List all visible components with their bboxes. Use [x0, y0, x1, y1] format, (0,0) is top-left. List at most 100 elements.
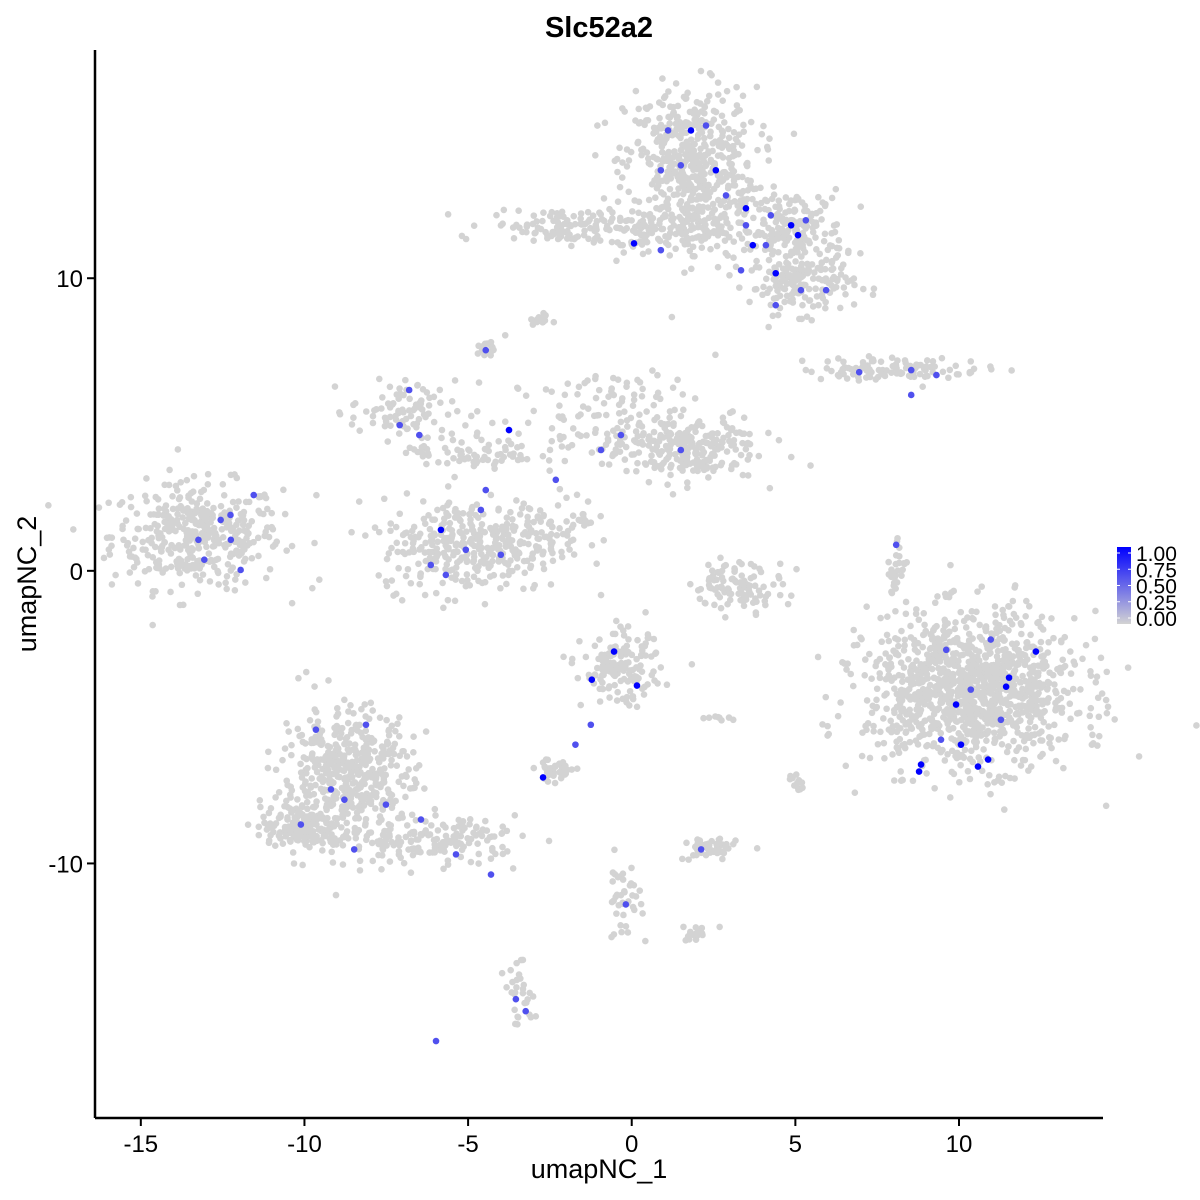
cell-point — [272, 766, 280, 774]
cell-point — [665, 113, 672, 121]
cell-point — [475, 531, 483, 539]
cell-point — [902, 721, 909, 728]
cell-point — [720, 577, 727, 585]
cell-point — [165, 481, 173, 489]
cell-point — [607, 218, 615, 225]
cell-point — [726, 590, 733, 597]
cell-point — [835, 372, 843, 380]
cell-point — [325, 748, 332, 756]
cell-point — [765, 206, 772, 214]
cell-point — [206, 578, 214, 585]
cell-point — [424, 450, 432, 457]
cell-point — [701, 103, 709, 111]
cell-point — [410, 420, 417, 428]
cell-point — [527, 529, 535, 536]
cell-point — [371, 524, 379, 531]
cell-point — [901, 642, 908, 649]
cell-point — [398, 597, 406, 604]
cell-point — [966, 755, 974, 763]
cell-point — [260, 813, 267, 821]
cell-point — [798, 260, 806, 268]
cell-point — [444, 411, 452, 418]
cell-point — [956, 736, 964, 743]
cell-point — [272, 820, 280, 827]
cell-point — [344, 834, 352, 842]
cell-point — [392, 590, 400, 598]
cell-point — [432, 589, 440, 597]
cell-point — [897, 768, 905, 775]
cell-point — [592, 671, 599, 679]
cell-point — [566, 546, 573, 553]
cell-point — [902, 598, 910, 606]
cell-point — [524, 419, 532, 427]
cell-point — [348, 421, 356, 428]
cell-point — [682, 119, 690, 126]
cell-point — [475, 577, 482, 585]
cell-point — [834, 712, 842, 720]
cell-point — [646, 103, 654, 110]
cell-point — [1058, 704, 1066, 712]
cell-point — [407, 869, 415, 876]
cell-point — [546, 446, 554, 454]
cell-point — [556, 485, 564, 493]
cell-point — [470, 458, 477, 466]
cell-point — [279, 840, 287, 847]
cell-point — [166, 466, 173, 474]
cell-point — [151, 543, 159, 551]
cell-point — [947, 561, 954, 569]
cell-point — [997, 685, 1004, 693]
cell-point — [568, 659, 576, 667]
cell-point — [498, 457, 505, 464]
cell-point — [974, 588, 981, 595]
cell-point — [328, 848, 336, 856]
cell-point — [573, 491, 581, 499]
cell-point — [524, 557, 531, 565]
cell-point — [619, 870, 627, 878]
cell-point — [585, 671, 593, 679]
cell-point — [473, 407, 481, 415]
cell-point — [623, 417, 631, 424]
cell-point — [724, 142, 731, 150]
cell-point — [709, 464, 717, 471]
cell-point — [471, 564, 479, 572]
cell-point — [761, 220, 768, 227]
cell-point — [130, 544, 137, 552]
cell-point — [667, 471, 674, 479]
cell-point — [1018, 630, 1025, 638]
cell-point — [760, 122, 767, 130]
cell-point — [558, 553, 566, 561]
cell-point — [659, 101, 667, 109]
cell-point — [440, 519, 448, 527]
cell-point — [684, 449, 691, 457]
cell-point — [1026, 702, 1034, 710]
cell-point — [311, 759, 319, 766]
cell-point — [333, 704, 341, 712]
cell-point — [749, 195, 756, 203]
cell-point — [693, 196, 701, 203]
cell-point — [626, 702, 633, 709]
cell-point — [629, 666, 637, 674]
cell-point — [815, 275, 823, 282]
cell-point — [309, 832, 317, 839]
cell-point — [644, 155, 652, 162]
cell-point — [947, 711, 954, 719]
cell-point — [434, 827, 442, 834]
cell-point — [974, 677, 981, 685]
cell-point — [932, 691, 939, 699]
cell-point — [634, 138, 642, 146]
cell-point — [280, 486, 287, 494]
cell-point — [850, 626, 857, 634]
cell-point — [764, 590, 772, 598]
cell-point — [592, 425, 600, 433]
cell-point — [384, 827, 392, 835]
cell-point — [560, 653, 567, 661]
cell-point — [378, 743, 386, 750]
cell-point — [898, 672, 906, 680]
cell-point — [407, 533, 415, 541]
cell-point — [513, 976, 521, 984]
cell-point — [824, 732, 831, 739]
cell-point — [1029, 682, 1037, 690]
cell-point — [458, 439, 465, 446]
cell-point — [602, 411, 610, 419]
cell-point — [753, 257, 760, 265]
